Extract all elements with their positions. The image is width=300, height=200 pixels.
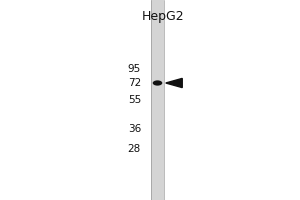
Text: 95: 95: [128, 64, 141, 74]
Text: 28: 28: [128, 144, 141, 154]
Text: 55: 55: [128, 95, 141, 105]
Bar: [151, 0, 164, 200]
Text: 36: 36: [128, 124, 141, 134]
Text: 72: 72: [128, 78, 141, 88]
Polygon shape: [166, 78, 182, 88]
Ellipse shape: [153, 80, 162, 86]
Text: HepG2: HepG2: [142, 10, 185, 23]
